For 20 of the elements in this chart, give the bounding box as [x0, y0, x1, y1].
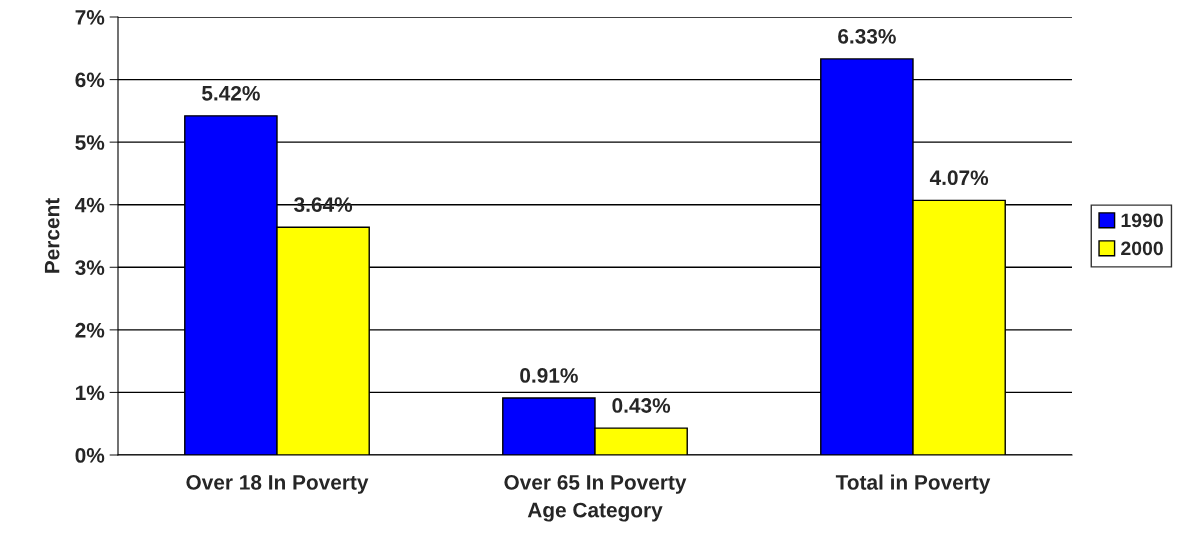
y-tick-label: 7%	[75, 10, 105, 25]
x-tick-label: Over 18 In Poverty	[186, 474, 369, 494]
y-tick-label: 1%	[76, 385, 105, 401]
x-tick-label: Total in Poverty	[835, 474, 991, 494]
data-label: 6.33%	[838, 28, 896, 44]
y-tick-label: 0%	[75, 448, 105, 463]
data-label: 0.91%	[520, 368, 578, 383]
legend-label: 2000	[1121, 241, 1163, 256]
y-tick-label: 3%	[75, 260, 105, 276]
data-label: 4.07%	[929, 170, 989, 186]
y-tick-label: 6%	[75, 72, 105, 88]
x-axis-title: Age Category	[527, 502, 663, 522]
legend-label: 1990	[1121, 213, 1163, 228]
data-label: 0.43%	[612, 398, 671, 413]
x-tick-label: Over 65 In Poverty	[504, 474, 687, 494]
y-tick-label: 4%	[75, 197, 105, 213]
y-tick-label: 2%	[75, 322, 105, 338]
data-label: 5.42%	[202, 85, 260, 101]
y-tick-label: 5%	[75, 135, 105, 150]
y-axis-title: Percent	[44, 198, 60, 273]
